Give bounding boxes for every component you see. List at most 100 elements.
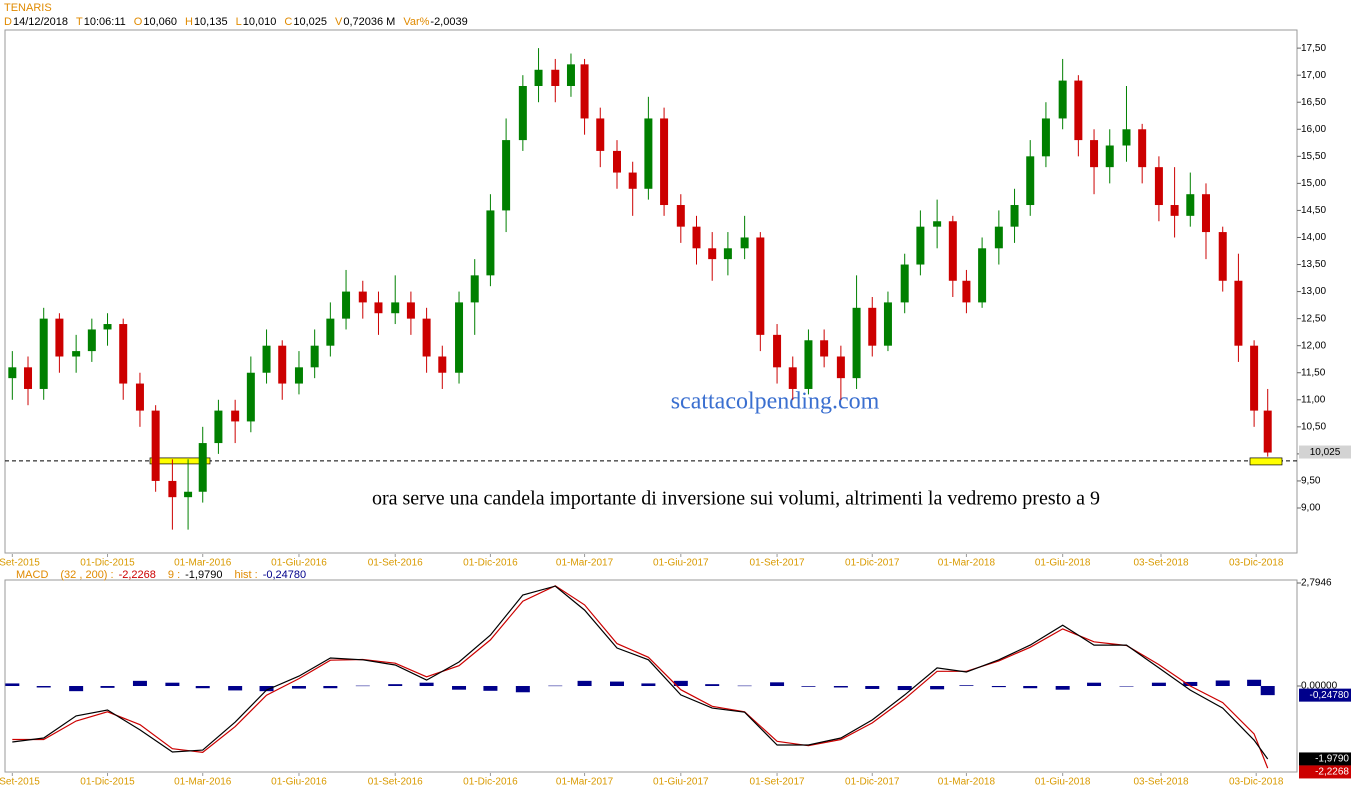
x-tick-label: 01-Dic-2017: [845, 558, 900, 569]
x-tick-label: 01-Dic-2016: [463, 558, 518, 569]
candle-body: [24, 367, 33, 389]
x-tick-label: 01-Dic-2015: [80, 777, 135, 788]
candle-body: [1105, 145, 1114, 168]
histogram-bar: [959, 685, 974, 687]
y-tick-label: 12,00: [1301, 340, 1326, 351]
candle-body: [1186, 194, 1195, 216]
legend-name: hist :: [234, 569, 257, 581]
x-tick-label: 01-Set-2015: [0, 777, 40, 788]
y-tick-label: 17,50: [1301, 43, 1326, 54]
y-tick-label: 15,00: [1301, 178, 1326, 189]
watermark: scattacolpending.com: [671, 389, 880, 415]
candle-body: [1138, 129, 1147, 168]
candle-body: [708, 248, 717, 260]
candle-body: [1074, 80, 1083, 141]
x-tick-label: 03-Dic-2018: [1229, 777, 1284, 788]
candle-body: [756, 237, 765, 335]
highlight: [1249, 457, 1283, 466]
histogram-bar: [36, 686, 51, 688]
quote-info: D14/12/2018 T10:06:11 O10,060 H10,135 L10,01…: [4, 16, 468, 28]
candle-body: [916, 226, 925, 265]
y-tick-label: 15,50: [1301, 151, 1326, 162]
macd-info: MACD (32 , 200) : -2,2268 9 : -1,9790 hist :-…: [16, 569, 306, 581]
candle-body: [151, 410, 160, 481]
candle-body: [168, 480, 177, 498]
info-value: 10:06:11: [84, 16, 126, 28]
candle-body: [723, 248, 732, 260]
x-tick-label: 01-Giu-2017: [653, 558, 709, 569]
info-value: 10,010: [243, 16, 277, 28]
y-tick-label: 16,00: [1301, 124, 1326, 135]
candle-body: [438, 356, 447, 373]
histogram-bar: [291, 686, 306, 689]
candle-body: [900, 264, 909, 303]
candle-body: [978, 248, 987, 303]
histogram-bar: [515, 686, 530, 693]
x-tick-label: 01-Dic-2016: [463, 777, 518, 788]
candle-body: [486, 210, 495, 276]
histogram-bar: [1055, 686, 1070, 690]
histogram-bar: [833, 686, 848, 688]
histogram-bar: [1087, 682, 1102, 687]
histogram-bar: [1023, 686, 1038, 689]
x-tick-label: 01-Mar-2018: [938, 558, 996, 569]
x-tick-label: 03-Dic-2018: [1229, 558, 1284, 569]
candle-body: [883, 302, 892, 346]
candle-body: [8, 367, 17, 379]
highlight: [149, 457, 211, 465]
histogram-bar: [770, 682, 785, 687]
info-key: O: [134, 16, 143, 28]
x-tick-label: 01-Set-2017: [750, 558, 805, 569]
legend-value: -0,24780: [263, 569, 306, 581]
candle-body: [374, 302, 383, 314]
x-tick-label: 01-Set-2016: [368, 777, 423, 788]
candle-body: [310, 345, 319, 368]
x-tick-label: 01-Mar-2017: [556, 777, 614, 788]
histogram-bar: [737, 685, 752, 687]
legend-name: 9 :: [168, 569, 180, 581]
candle-body: [1154, 167, 1163, 206]
candle-body: [948, 221, 957, 281]
info-value: 10,135: [194, 16, 228, 28]
macd-title: MACD: [16, 569, 48, 581]
x-tick-label: 01-Mar-2016: [174, 558, 232, 569]
histogram-bar: [100, 686, 115, 688]
y-tick-label: 9,00: [1301, 503, 1321, 514]
x-tick-label: 03-Set-2018: [1133, 558, 1188, 569]
last-value-box: [1299, 752, 1351, 766]
candle-body: [391, 302, 400, 314]
last-value-label: -0,24780: [1310, 690, 1350, 701]
candle-body: [580, 64, 589, 119]
y-tick-label: 13,00: [1301, 286, 1326, 297]
histogram-bar: [991, 686, 1006, 688]
candle-body: [820, 340, 829, 357]
x-tick-label: 01-Giu-2016: [271, 777, 327, 788]
info-value: -2,0039: [430, 16, 467, 28]
histogram-bar: [865, 686, 880, 689]
y-tick-label: 14,00: [1301, 232, 1326, 243]
y-tick-label: 9,50: [1301, 476, 1321, 487]
histogram-bar: [610, 681, 624, 687]
candle-body: [198, 443, 207, 492]
histogram-bar: [673, 680, 688, 687]
candle-body: [214, 410, 223, 444]
histogram-bar: [419, 682, 434, 687]
last-value-box: [1299, 688, 1351, 702]
candle-body: [39, 318, 48, 389]
candle-body: [868, 307, 877, 346]
histogram-bar: [1151, 682, 1166, 687]
chart-title: TENARIS: [4, 2, 52, 14]
y-tick-label: 17,00: [1301, 70, 1326, 81]
last-value-label: -1,9790: [1315, 754, 1349, 765]
x-tick-label: 01-Giu-2018: [1035, 777, 1091, 788]
last-value-label: -2,2268: [1315, 767, 1349, 778]
candle-body: [1090, 140, 1099, 168]
histogram-bar: [259, 686, 274, 692]
candle-body: [534, 69, 543, 86]
macd-line: [12, 585, 1269, 769]
y-tick-label: 0,00000: [1301, 681, 1338, 692]
x-tick-label: 01-Mar-2018: [938, 777, 996, 788]
last-value-box: [1299, 765, 1351, 779]
histogram-bar: [930, 686, 945, 690]
